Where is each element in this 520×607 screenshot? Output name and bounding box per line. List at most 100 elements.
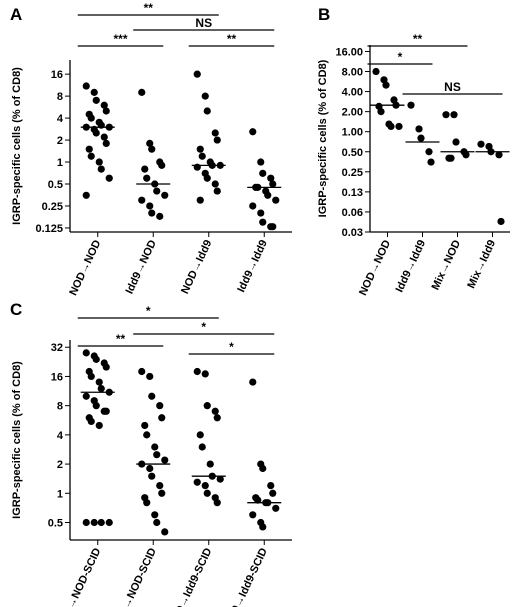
data-point: [153, 187, 161, 195]
data-point: [206, 460, 214, 468]
data-point: [138, 196, 146, 204]
data-point: [395, 122, 403, 131]
data-point: [161, 191, 169, 199]
data-point: [138, 88, 146, 96]
data-point: [143, 499, 151, 507]
x-tick-label: Mix→NOD: [430, 238, 464, 292]
y-tick-label: 2: [57, 135, 63, 147]
data-point: [158, 161, 166, 169]
data-point: [269, 489, 277, 497]
x-tick-label: NOD→NOD: [357, 238, 393, 297]
data-point: [382, 81, 390, 89]
significance-label: **: [413, 32, 423, 46]
y-tick-label: 0.50: [342, 147, 363, 159]
data-point: [201, 370, 209, 378]
data-point: [427, 158, 435, 166]
y-axis-label: IGRP-specific cells (% of CD8): [11, 67, 23, 225]
data-point: [87, 114, 95, 122]
data-point: [211, 129, 219, 137]
y-tick-label: 0.5: [48, 517, 63, 529]
data-point: [161, 528, 169, 536]
data-point: [387, 122, 395, 131]
y-tick-label: 4.00: [342, 87, 363, 99]
data-point: [259, 523, 267, 531]
data-point: [254, 496, 262, 504]
data-point: [95, 158, 103, 166]
data-point: [196, 431, 204, 439]
data-point: [161, 456, 169, 464]
significance-label: *: [146, 304, 151, 318]
data-point: [97, 165, 105, 173]
y-axis-label: IGRP-specific cells (% of CD8): [11, 361, 23, 519]
y-tick-label: 4: [57, 430, 64, 442]
y-axis-label: IGRP-specific cells (% of CD8): [317, 59, 329, 217]
y-tick-label: 32: [51, 342, 63, 354]
data-point: [90, 88, 98, 96]
data-point: [156, 402, 164, 410]
x-tick-label: NOD→Idd9: [179, 238, 214, 296]
data-point: [146, 202, 154, 210]
data-point: [257, 158, 265, 166]
data-point: [259, 169, 267, 177]
data-point: [97, 518, 105, 527]
x-tick-label: NOD→NOD-SCID: [55, 546, 104, 607]
x-tick-label: Idd9→Idd9: [235, 238, 270, 294]
significance-label: ***: [113, 32, 127, 46]
y-tick-label: 0.25: [42, 201, 63, 213]
data-point: [90, 518, 98, 527]
data-point: [82, 82, 90, 90]
data-point: [102, 407, 110, 415]
data-point: [148, 145, 156, 153]
data-point: [92, 96, 100, 104]
significance-label: *: [201, 320, 206, 334]
data-point: [193, 478, 201, 486]
data-point: [92, 355, 100, 363]
data-point: [267, 174, 275, 182]
significance-label: *: [229, 340, 234, 354]
data-point: [447, 154, 455, 162]
data-point: [95, 378, 103, 386]
data-point: [92, 129, 100, 137]
data-point: [153, 451, 161, 459]
data-point: [153, 518, 161, 527]
data-point: [377, 108, 385, 116]
data-point: [97, 384, 105, 393]
panel-label: A: [10, 5, 22, 24]
y-tick-label: 0.25: [342, 167, 363, 179]
data-point: [143, 174, 151, 182]
data-point: [249, 128, 257, 136]
y-tick-label: 1: [57, 488, 63, 500]
data-point: [372, 67, 380, 76]
data-point: [196, 145, 204, 153]
data-point: [198, 443, 206, 451]
data-point: [87, 417, 95, 426]
data-point: [203, 174, 211, 182]
data-point: [462, 151, 470, 159]
y-tick-label: 16.00: [335, 46, 363, 58]
data-point: [272, 196, 280, 204]
x-tick-label: Mix→Idd9: [465, 238, 498, 290]
data-point: [82, 191, 90, 199]
data-point: [102, 139, 110, 148]
data-point: [213, 499, 221, 507]
data-point: [158, 414, 166, 422]
data-point: [257, 209, 265, 217]
y-tick-label: 8.00: [342, 67, 363, 79]
data-point: [442, 111, 450, 119]
data-point: [105, 518, 113, 527]
x-tick-label: Idd9→NOD: [124, 238, 159, 296]
y-tick-label: 4: [57, 113, 64, 125]
significance-label: *: [398, 50, 403, 64]
data-point: [203, 402, 211, 410]
data-point: [102, 363, 110, 371]
data-point: [211, 180, 219, 188]
x-tick-label: NOD→NOD: [67, 238, 103, 297]
x-tick-label: Idd9→NOD-SCID: [111, 546, 159, 607]
data-point: [146, 372, 154, 381]
data-point: [264, 191, 272, 199]
data-point: [82, 518, 90, 527]
y-tick-label: 1.00: [342, 127, 363, 139]
data-point: [82, 349, 90, 357]
data-point: [203, 489, 211, 497]
x-tick-label: Idd9→Idd9-SCID: [223, 546, 270, 607]
